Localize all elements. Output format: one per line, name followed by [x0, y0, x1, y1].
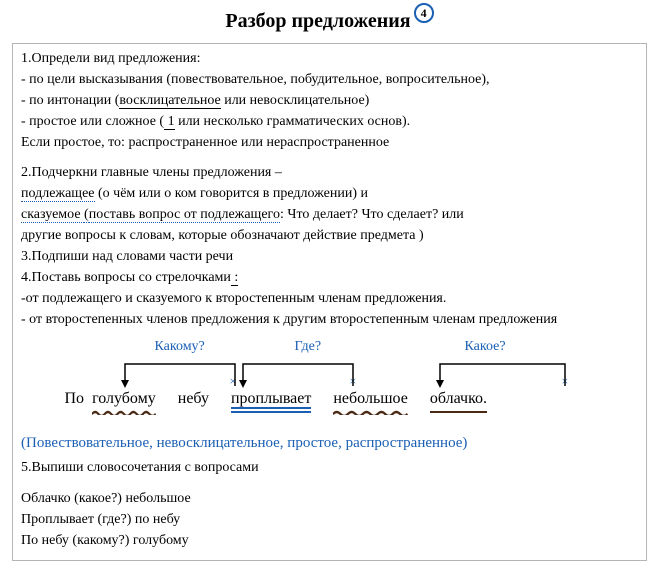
step1-inton-prefix: - по интонации ( [21, 93, 119, 108]
word-oblachko: облачко. [430, 388, 487, 410]
step4-header-text: 4.Поставь вопросы со стрелочками [21, 270, 231, 285]
sentence-row: По голубому небу проплывает небольшое [35, 388, 625, 410]
step2-predicate-underline: поставь вопрос от подлежащего [89, 207, 280, 223]
step2-subject-rest: (о чём или о ком говорится в предложении… [95, 186, 369, 201]
q-label-gde: Где? [295, 338, 322, 357]
step2-predicate-paren: ( [84, 207, 89, 223]
step2-subject: подлежащее [21, 186, 95, 202]
arrow-3 [430, 356, 575, 388]
step1-intonation: - по интонации (восклицательное или нево… [21, 92, 638, 111]
step2-predicate-line: сказуемое (поставь вопрос от подлежащего… [21, 206, 638, 225]
word-golubomu: голубому [92, 388, 156, 410]
step1-simple-prefix: - простое или сложное ( [21, 114, 164, 129]
step2-header: 2.Подчеркни главные члены предложения – [21, 164, 638, 183]
x-mark-3: × [562, 373, 569, 389]
step1-inton-underline: восклицательное [119, 93, 220, 109]
double-underline-icon [231, 407, 311, 413]
word-oblachko-text: облачко. [430, 390, 487, 407]
step2-predicate: сказуемое [21, 207, 84, 223]
word-po: По [65, 388, 85, 410]
step2-subject-line: подлежащее (о чём или о ком говорится в … [21, 185, 638, 204]
word-nebolshoe: небольшое [333, 388, 408, 410]
word-proplyvaet-text: проплывает [231, 390, 311, 407]
word-nebolshoe-text: небольшое [333, 390, 408, 407]
step1-simple-underline: 1 [164, 114, 175, 130]
page: Разбор предложения 4 1.Определи вид пред… [0, 0, 659, 571]
sentence-characteristics: (Повествовательное, невосклицательное, п… [21, 433, 638, 453]
step4-colon: : [231, 270, 238, 286]
title-row: Разбор предложения 4 [12, 8, 647, 35]
collocation-3: По небу (какому?) голубому [21, 532, 638, 551]
x-mark-1: × [230, 373, 237, 389]
x-mark-2: × [350, 373, 357, 389]
step4-header: 4.Поставь вопросы со стрелочками : [21, 269, 638, 288]
collocation-2: Проплывает (где?) по небу [21, 511, 638, 530]
step4-a: -от подлежащего и сказуемого к второстеп… [21, 290, 638, 309]
word-nebu: небу [178, 388, 209, 410]
wavy-underline-icon [92, 410, 156, 415]
word-golubomu-text: голубому [92, 390, 156, 407]
word-nebu-text: небу [178, 390, 209, 407]
sentence-diagram: Какому? Где? Какое? × × × По голубому [35, 338, 625, 423]
wavy-underline-icon-2 [333, 410, 408, 415]
single-underline-icon [430, 411, 487, 413]
step2-line2: другие вопросы к словам, которые обознач… [21, 227, 638, 246]
arrow-2 [233, 356, 363, 388]
circle-number-icon: 4 [414, 3, 434, 23]
step1-ifsimple: Если простое, то: распространенное или н… [21, 134, 638, 153]
step1-goal: - по цели высказывания (повествовательно… [21, 71, 638, 90]
step1-simple: - простое или сложное ( 1 или несколько … [21, 113, 638, 132]
step2-predicate-rest: : Что делает? Что сделает? или [280, 207, 464, 222]
q-label-kakoe: Какое? [465, 338, 506, 357]
step1-header: 1.Определи вид предложения: [21, 50, 638, 69]
collocation-1: Облачко (какое?) небольшое [21, 490, 638, 509]
page-title: Разбор предложения [225, 10, 410, 32]
step1-simple-rest: или несколько грамматических основ). [175, 114, 411, 129]
step1-inton-rest: или невосклицательное) [221, 93, 370, 108]
step5: 5.Выпиши словосочетания с вопросами [21, 459, 638, 478]
arrow-1 [115, 356, 245, 388]
word-proplyvaet: проплывает [231, 388, 311, 410]
step4-b: - от второстепенных членов предложения к… [21, 311, 638, 330]
step3: 3.Подпиши над словами части речи [21, 248, 638, 267]
content-box: 1.Определи вид предложения: - по цели вы… [12, 43, 647, 561]
q-label-kakomu: Какому? [155, 338, 205, 357]
